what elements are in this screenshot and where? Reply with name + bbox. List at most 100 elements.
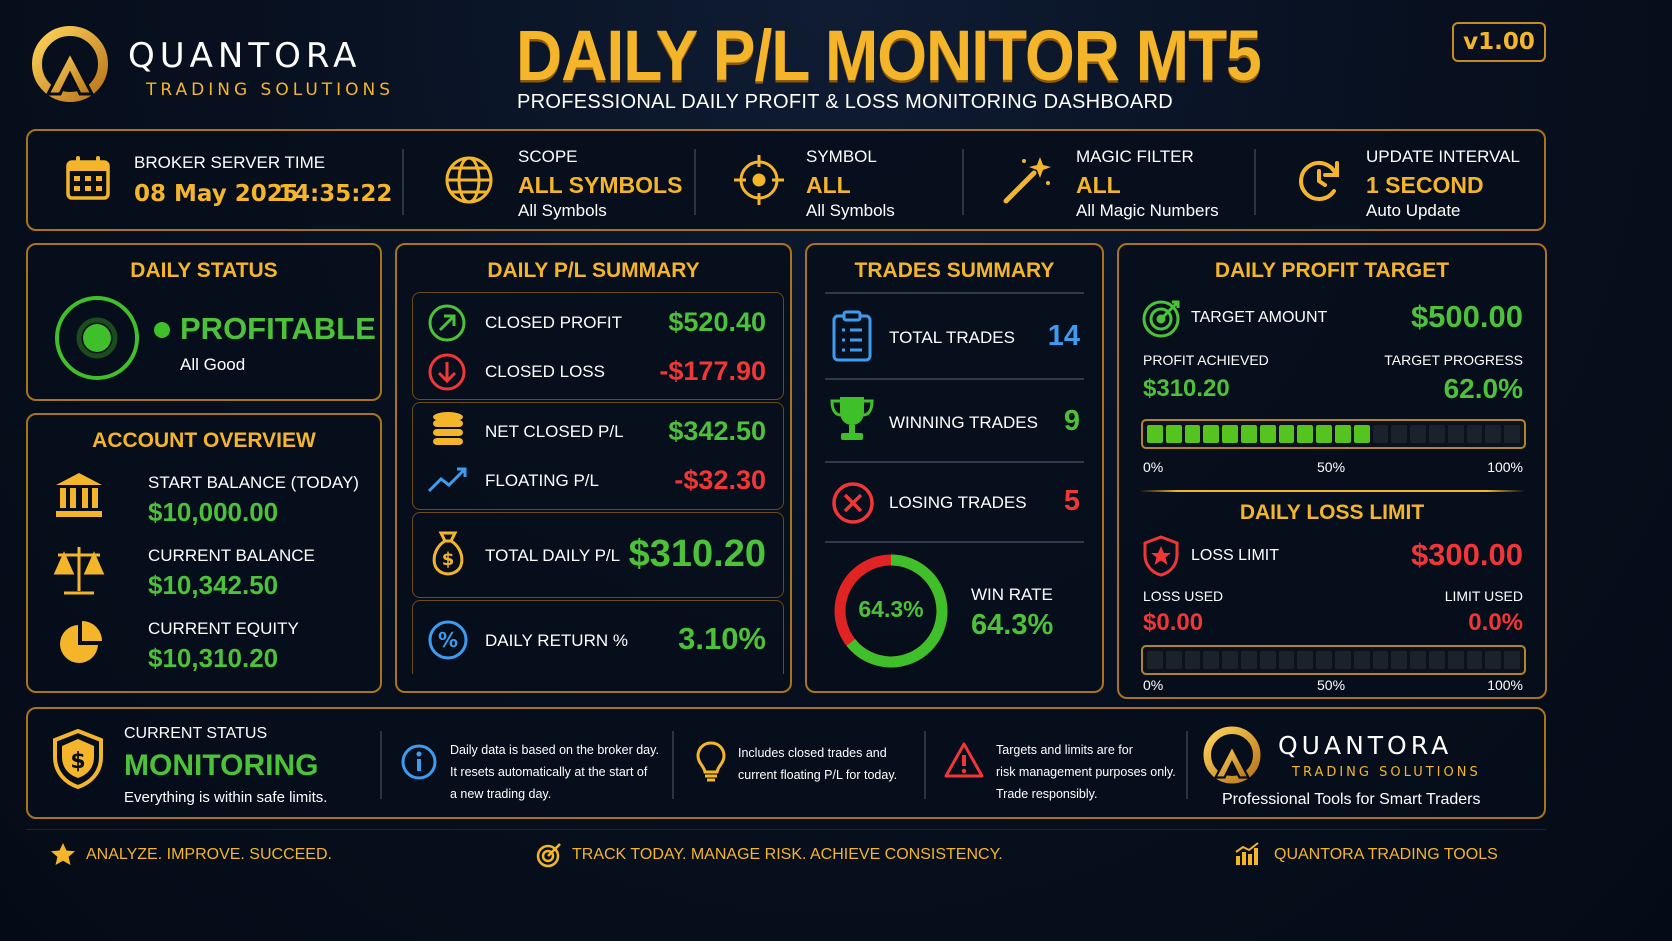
info-note-1-line1: Daily data is based on the broker day. <box>450 743 659 757</box>
star-icon <box>50 842 76 870</box>
interval-value[interactable]: 1 SECOND <box>1366 172 1484 198</box>
progress-segment <box>1504 425 1520 443</box>
progress-segment <box>1297 425 1314 443</box>
percent-icon: % <box>427 619 469 665</box>
profit-target-title: DAILY PROFIT TARGET <box>1214 259 1450 282</box>
account-overview-title: ACCOUNT OVERVIEW <box>92 429 316 452</box>
scales-icon <box>52 543 106 601</box>
server-time-label: BROKER SERVER TIME <box>134 153 326 172</box>
progress-segment <box>1391 651 1408 669</box>
account-overview-panel: ACCOUNT OVERVIEW START BALANCE (TODAY) $… <box>26 413 382 693</box>
current-equity-label: CURRENT EQUITY <box>148 619 299 638</box>
magic-wand-icon <box>1000 153 1054 211</box>
footer-brand-logo-icon <box>1202 725 1262 785</box>
pl-summary-title: DAILY P/L SUMMARY <box>487 259 700 282</box>
magic-value[interactable]: ALL <box>1076 172 1121 198</box>
progress-segment <box>1485 425 1502 443</box>
win-rate-donut: 64.3% <box>831 551 951 671</box>
daily-status-panel: DAILY STATUS PROFITABLE All Good <box>26 243 382 401</box>
info-note-1-line3: a new trading day. <box>450 787 552 801</box>
target-icon <box>1141 297 1183 343</box>
progress-segment <box>1428 425 1445 443</box>
progress-segment <box>1147 425 1163 443</box>
target-progress-label: TARGET PROGRESS <box>1384 352 1523 368</box>
status-indicator-icon <box>52 293 142 387</box>
info-note-1-line2: It resets automatically at the start of <box>450 765 648 779</box>
total-trades-label: TOTAL TRADES <box>889 328 1015 347</box>
target-scale-100: 100% <box>1487 459 1523 475</box>
scope-value[interactable]: ALL SYMBOLS <box>518 172 683 198</box>
progress-segment <box>1240 425 1257 443</box>
floating-label: FLOATING P/L <box>485 471 599 490</box>
brand-logo-icon <box>30 24 110 104</box>
target-scale-50: 50% <box>1317 459 1346 475</box>
progress-segment <box>1165 651 1182 669</box>
server-date: 08 May 2025 <box>134 181 299 207</box>
progress-segment <box>1184 651 1201 669</box>
total-daily-label: TOTAL DAILY P/L <box>485 546 621 565</box>
interval-label: UPDATE INTERVAL <box>1366 147 1520 166</box>
progress-segment <box>1372 425 1389 443</box>
info-note-2-line1: Includes closed trades and <box>738 746 887 760</box>
magic-label: MAGIC FILTER <box>1076 147 1194 166</box>
progress-segment <box>1316 651 1332 669</box>
clipboard-icon <box>831 310 873 366</box>
progress-segment <box>1222 425 1238 443</box>
svg-text:%: % <box>438 628 458 652</box>
closed-profit-label: CLOSED PROFIT <box>485 313 622 332</box>
progress-segment <box>1485 651 1502 669</box>
bottom-center-slogan: TRACK TODAY. MANAGE RISK. ACHIEVE CONSIS… <box>572 846 1003 863</box>
progress-segment <box>1334 651 1351 669</box>
loss-scale-0: 0% <box>1143 677 1164 693</box>
info-note-3-line2: risk management purposes only. <box>996 765 1176 779</box>
footer-brand-slogan: Professional Tools for Smart Traders <box>1222 791 1481 808</box>
total-trades-value: 14 <box>1047 320 1080 352</box>
version-badge: v1.00 <box>1452 22 1546 62</box>
daily-return-value: 3.10% <box>678 621 766 656</box>
closed-loss-value: -$177.90 <box>659 356 766 386</box>
page-subtitle: PROFESSIONAL DAILY PROFIT & LOSS MONITOR… <box>517 91 1174 113</box>
interval-sub: Auto Update <box>1366 201 1461 220</box>
current-status-sub: Everything is within safe limits. <box>124 789 328 806</box>
progress-segment <box>1410 425 1426 443</box>
bar-chart-icon <box>1234 842 1260 870</box>
symbol-value[interactable]: ALL <box>806 172 851 198</box>
trophy-icon <box>829 395 875 447</box>
progress-segment <box>1259 651 1276 669</box>
start-balance-value: $10,000.00 <box>148 497 279 527</box>
progress-segment <box>1278 651 1295 669</box>
donut-label: 64.3% <box>858 596 924 622</box>
losing-trades-label: LOSING TRADES <box>889 493 1027 512</box>
daily-status-title: DAILY STATUS <box>130 259 278 282</box>
win-rate-value: 64.3% <box>971 609 1054 641</box>
progress-segment <box>1428 651 1445 669</box>
current-status-label: CURRENT STATUS <box>124 725 268 742</box>
target-progress-value: 62.0% <box>1443 373 1523 404</box>
status-dot-icon <box>154 322 170 338</box>
limit-used-value: 0.0% <box>1468 609 1523 636</box>
progress-segment <box>1353 425 1370 443</box>
svg-text:$: $ <box>442 549 455 570</box>
scope-sub: All Symbols <box>518 201 607 220</box>
info-note-1: Daily data is based on the broker day. I… <box>450 739 659 805</box>
winning-trades-value: 9 <box>1063 405 1080 437</box>
target-small-icon <box>536 842 562 872</box>
globe-icon <box>444 155 494 209</box>
profit-achieved-value: $310.20 <box>1143 375 1230 402</box>
daily-return-label: DAILY RETURN % <box>485 631 628 650</box>
losing-trades-value: 5 <box>1063 485 1080 517</box>
trades-summary-panel: TRADES SUMMARY TOTAL TRADES 14 WINNING T… <box>805 243 1104 693</box>
current-equity-value: $10,310.20 <box>148 643 279 673</box>
progress-segment <box>1222 651 1238 669</box>
calendar-icon <box>66 155 110 205</box>
x-circle-icon <box>831 481 875 529</box>
shield-star-icon <box>1143 535 1179 581</box>
symbol-label: SYMBOL <box>806 147 877 166</box>
progress-segment <box>1278 425 1295 443</box>
info-note-3: Targets and limits are for risk manageme… <box>996 739 1176 805</box>
profit-achieved-label: PROFIT ACHIEVED <box>1143 352 1269 368</box>
arrow-down-icon <box>427 352 467 396</box>
pl-summary-panel: DAILY P/L SUMMARY CLOSED PROFIT $520.40 … <box>395 243 792 693</box>
page-title: DAILY P/L MONITOR MT5 <box>516 15 1262 96</box>
progress-segment <box>1259 425 1276 443</box>
